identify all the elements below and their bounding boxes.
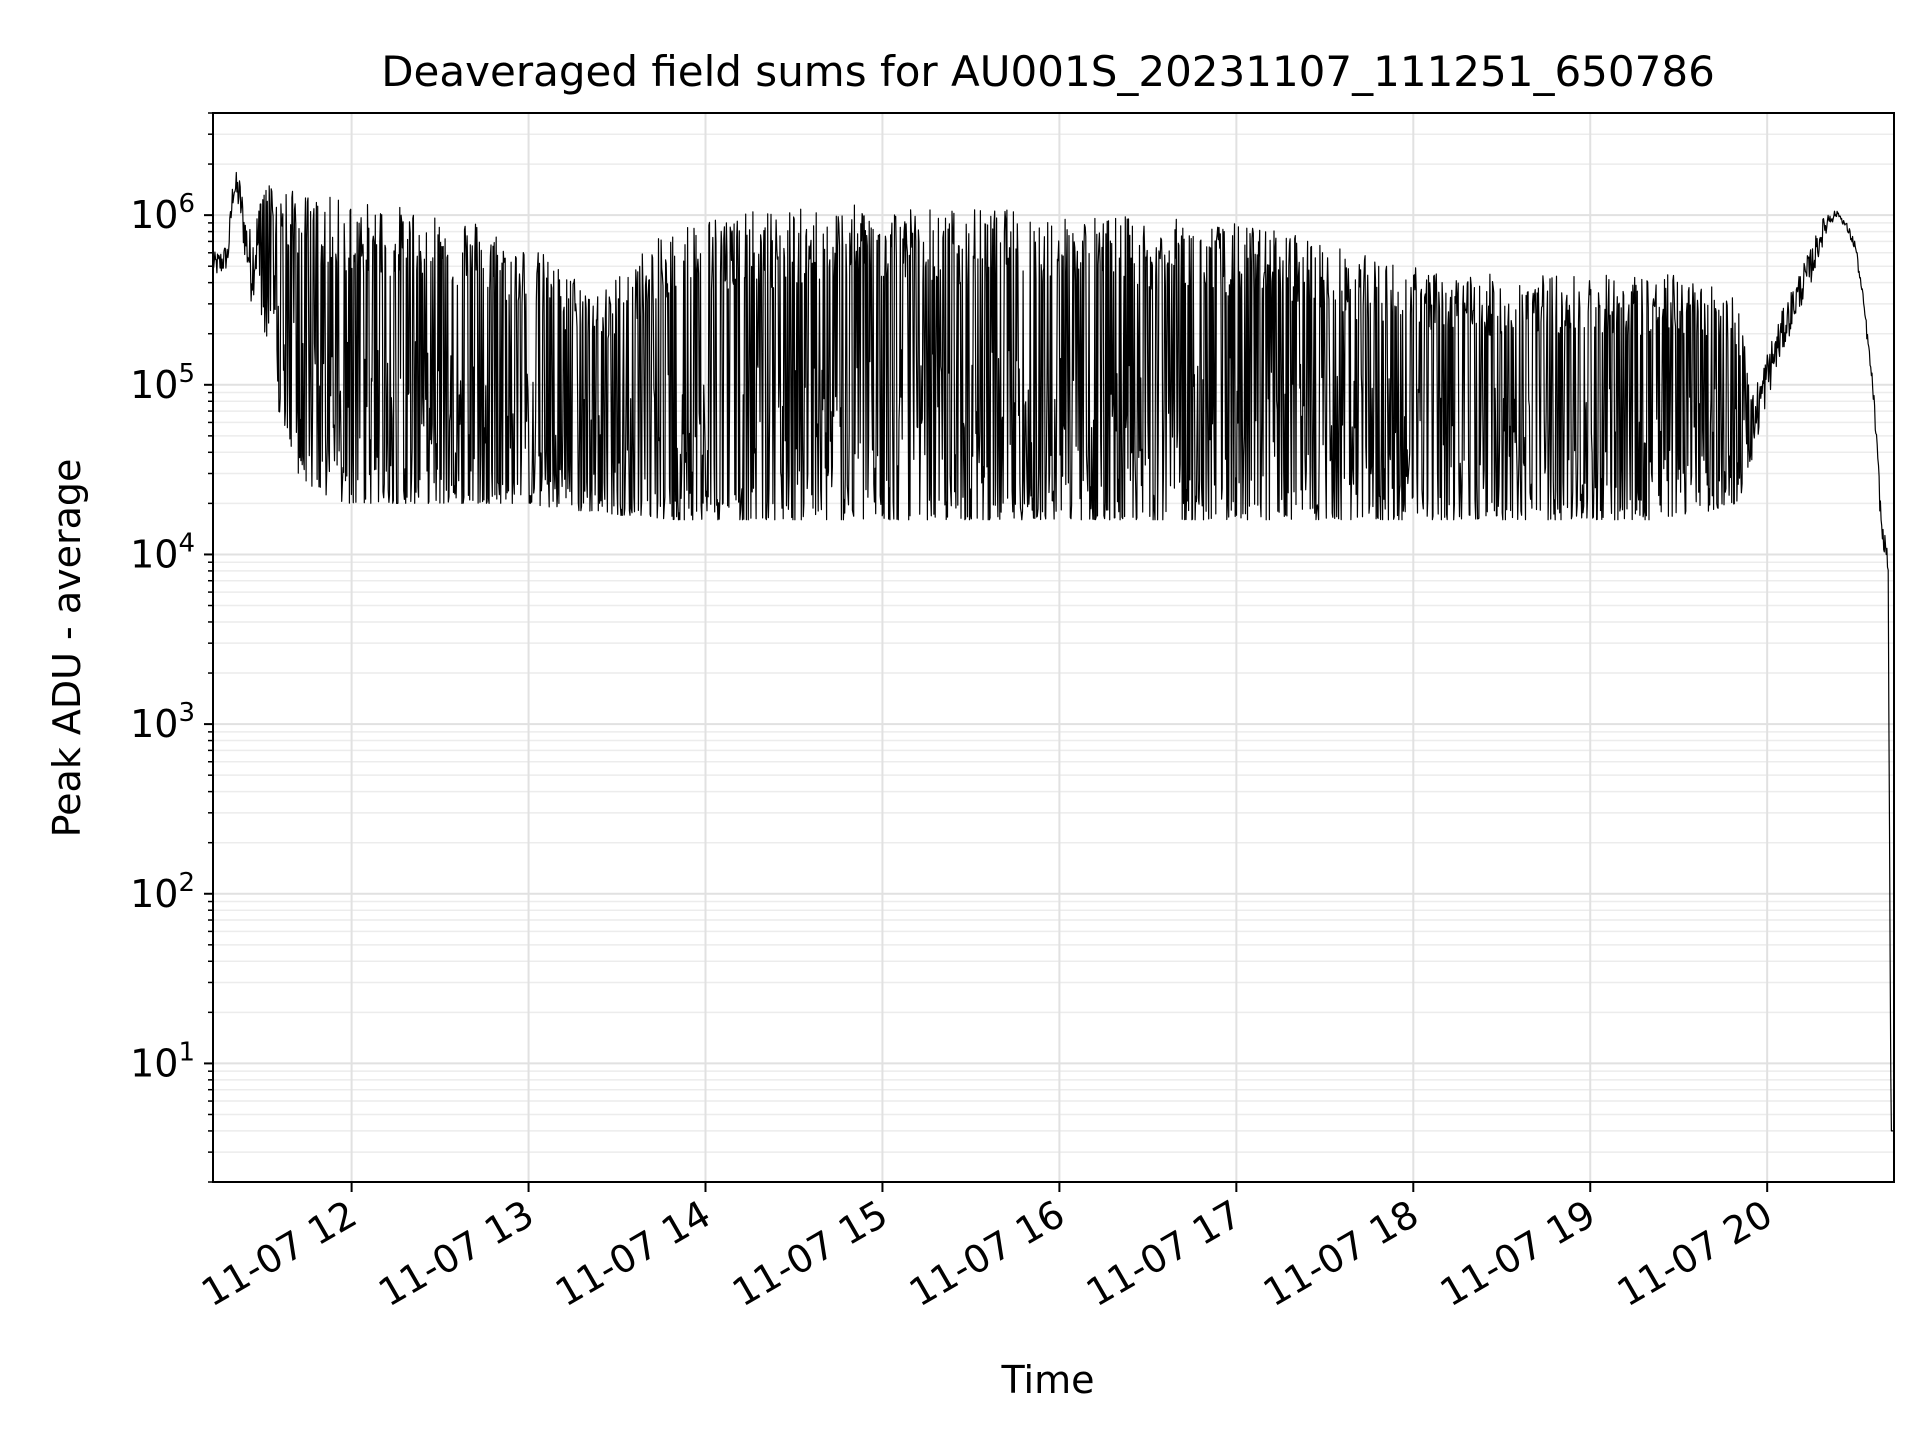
y-tick-exponent: 6 [178, 189, 195, 219]
y-tick-base: 10 [130, 702, 178, 746]
y-axis-label: Peak ADU - average [45, 459, 89, 838]
y-tick-exponent: 3 [178, 698, 195, 728]
series-line [212, 171, 1894, 1132]
y-tick-base: 10 [130, 193, 178, 237]
y-tick-label: 103 [130, 698, 195, 746]
x-axis-label: Time [1001, 1358, 1095, 1402]
chart-title: Deaveraged field sums for AU001S_2023110… [381, 47, 1715, 96]
y-tick-exponent: 4 [178, 528, 195, 558]
y-tick-base: 10 [130, 532, 178, 576]
y-tick-label: 105 [130, 359, 195, 407]
y-tick-base: 10 [130, 1041, 178, 1085]
y-tick-base: 10 [130, 363, 178, 407]
y-tick-label: 102 [130, 868, 195, 916]
y-tick-base: 10 [130, 872, 178, 916]
y-tick-label: 101 [130, 1037, 195, 1085]
series-layer [212, 171, 1894, 1132]
plot-frame [212, 112, 1895, 1183]
y-tick-label: 106 [130, 189, 195, 237]
y-tick-label: 104 [130, 528, 195, 576]
y-tick-exponent: 2 [178, 868, 195, 898]
y-tick-exponent: 5 [178, 359, 195, 389]
y-tick-exponent: 1 [178, 1037, 195, 1067]
minor-gridlines [213, 112, 1894, 1183]
